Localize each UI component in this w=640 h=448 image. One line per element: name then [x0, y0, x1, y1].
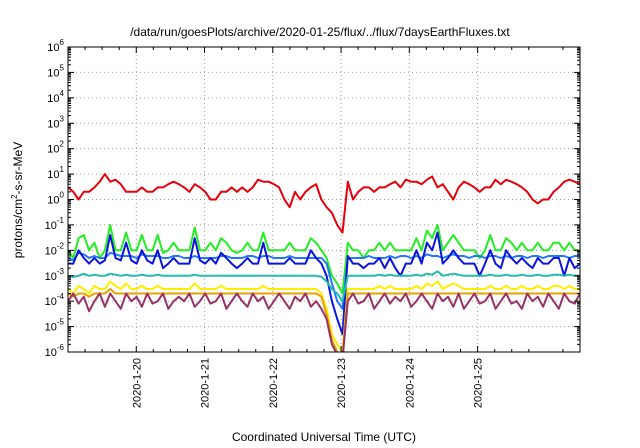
- y-tick-label-exp: -2: [57, 241, 65, 250]
- y-tick-label-exp: 4: [60, 89, 65, 98]
- chart-title: /data/run/goesPlots/archive/2020-01-25/f…: [130, 25, 510, 39]
- series-line-7: [68, 292, 580, 352]
- x-tick-label: 2020-1-23: [336, 358, 348, 408]
- y-tick-label-base: 10: [47, 93, 59, 105]
- y-tick-label-exp: 3: [60, 114, 65, 123]
- y-tick-label: 10-5: [45, 318, 65, 334]
- y-tick-label: 10-3: [45, 267, 65, 283]
- y-tick-label: 102: [47, 140, 64, 156]
- y-tick-label-base: 10: [47, 118, 59, 130]
- series-line-0: [68, 173, 580, 234]
- y-tick-label-base: 10: [47, 195, 59, 207]
- y-tick-label-base: 10: [45, 296, 57, 308]
- y-tick-label-base: 10: [45, 347, 57, 359]
- y-tick-label: 104: [47, 89, 64, 105]
- grid: [68, 47, 580, 352]
- y-tick-label: 10-2: [45, 241, 65, 257]
- y-tick-label: 10-6: [45, 343, 65, 359]
- y-tick-label-base: 10: [45, 220, 57, 232]
- y-tick-label-base: 10: [47, 42, 59, 54]
- y-tick-label-exp: 2: [60, 140, 65, 149]
- series-line-6: [68, 288, 580, 352]
- y-tick-label-base: 10: [45, 271, 57, 283]
- series-line-2: [68, 251, 580, 310]
- y-tick-label: 106: [47, 38, 64, 54]
- series-group: [68, 173, 580, 352]
- y-axis-label-sup: 2: [10, 194, 19, 199]
- y-axis-label-unit: protons/cm: [11, 199, 25, 258]
- y-tick-label: 103: [47, 114, 64, 130]
- series-line-4: [68, 270, 580, 303]
- y-tick-label-exp: 6: [60, 38, 65, 47]
- y-tick-label-exp: -5: [57, 318, 65, 327]
- y-tick-label-base: 10: [47, 67, 59, 79]
- y-tick-label-exp: 0: [60, 191, 65, 200]
- y-axis-label: protons/cm2-s-sr-MeV: [10, 142, 25, 258]
- y-tick-label: 10-1: [45, 216, 65, 232]
- series-line-3: [68, 231, 580, 336]
- x-axis: 2020-1-20 2020-1-21 2020-1-22 2020-1-23 2020…: [84, 47, 564, 408]
- series-line-5: [68, 280, 580, 352]
- y-tick-label-base: 10: [47, 144, 59, 156]
- y-tick-label-exp: -3: [57, 267, 65, 276]
- x-tick-label: 2020-1-21: [200, 358, 212, 408]
- y-tick-label: 105: [47, 63, 64, 79]
- x-axis-label: Coordinated Universal Time (UTC): [232, 430, 416, 444]
- y-tick-label-exp: -4: [57, 292, 65, 301]
- x-tick-label: 2020-1-25: [473, 358, 485, 408]
- y-tick-label-exp: 1: [60, 165, 65, 174]
- x-tick-label: 2020-1-24: [404, 358, 416, 408]
- series-line-1: [68, 223, 580, 295]
- y-tick-label-base: 10: [45, 322, 57, 334]
- y-axis: 10-610-510-410-310-210-11001011021031041…: [45, 38, 580, 359]
- y-tick-label-exp: -6: [57, 343, 65, 352]
- x-tick-label: 2020-1-22: [268, 358, 280, 408]
- y-tick-label-exp: 5: [60, 63, 65, 72]
- y-axis-label-rest: -s-sr-MeV: [11, 142, 25, 195]
- y-tick-label: 101: [47, 165, 64, 181]
- y-tick-label-base: 10: [47, 169, 59, 181]
- y-tick-label: 100: [47, 191, 64, 207]
- y-tick-label-base: 10: [45, 245, 57, 257]
- y-tick-label-exp: -1: [57, 216, 65, 225]
- x-tick-label: 2020-1-20: [131, 358, 143, 408]
- y-tick-label: 10-4: [45, 292, 65, 308]
